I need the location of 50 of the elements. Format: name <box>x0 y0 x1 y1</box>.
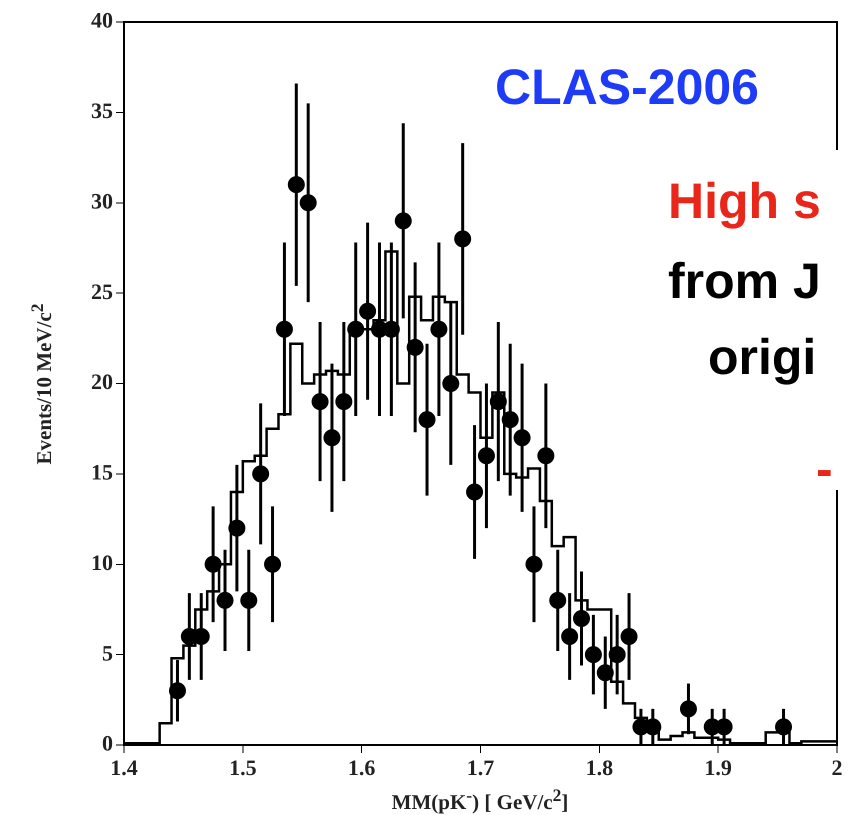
y-tick-label: 15 <box>91 460 113 485</box>
y-tick-label: 10 <box>91 550 113 575</box>
point <box>300 194 317 212</box>
point <box>335 393 352 410</box>
point <box>288 176 305 194</box>
x-tick-label: 1.5 <box>229 754 257 780</box>
point <box>525 556 542 573</box>
point <box>680 700 697 718</box>
annotation: - <box>816 440 833 498</box>
annotation: origi <box>708 328 816 386</box>
y-tick-label: 40 <box>91 8 113 33</box>
point <box>394 212 412 230</box>
point <box>323 429 340 446</box>
point <box>312 393 329 410</box>
point <box>549 592 566 609</box>
point <box>537 447 554 464</box>
point <box>240 592 258 609</box>
point <box>264 556 282 573</box>
point <box>573 610 590 627</box>
point <box>478 447 495 464</box>
y-tick-label: 20 <box>91 369 113 394</box>
y-tick-label: 5 <box>102 640 113 666</box>
x-tick-label: 1.7 <box>466 754 494 780</box>
x-tick-label: 2 <box>832 754 842 780</box>
x-tick-label: 1.4 <box>110 754 138 780</box>
point <box>454 230 472 248</box>
x-tick-label: 1.9 <box>704 754 732 780</box>
point <box>514 429 531 446</box>
point <box>216 592 234 609</box>
point <box>418 411 436 428</box>
point <box>359 302 376 320</box>
point <box>430 320 448 338</box>
x-tick-label: 1.8 <box>586 754 614 780</box>
annotation: CLAS-2006 <box>495 58 759 116</box>
x-axis-title: MM(pK$^{-}$) [ GeV/c$^{2}$] <box>392 785 568 815</box>
point <box>252 465 270 482</box>
annotation: from J <box>668 252 821 310</box>
point <box>620 628 638 646</box>
point <box>442 375 460 392</box>
y-tick-label: 35 <box>91 98 113 124</box>
x-tick-label: 1.6 <box>348 754 376 780</box>
annotation: High s <box>668 172 821 230</box>
point <box>276 320 293 338</box>
point <box>466 483 484 500</box>
point <box>204 556 222 573</box>
point <box>584 646 602 664</box>
y-tick-label: 25 <box>91 278 113 304</box>
y-tick-label: 30 <box>91 188 113 214</box>
y-tick-label: 0 <box>102 730 113 756</box>
point <box>561 628 578 646</box>
